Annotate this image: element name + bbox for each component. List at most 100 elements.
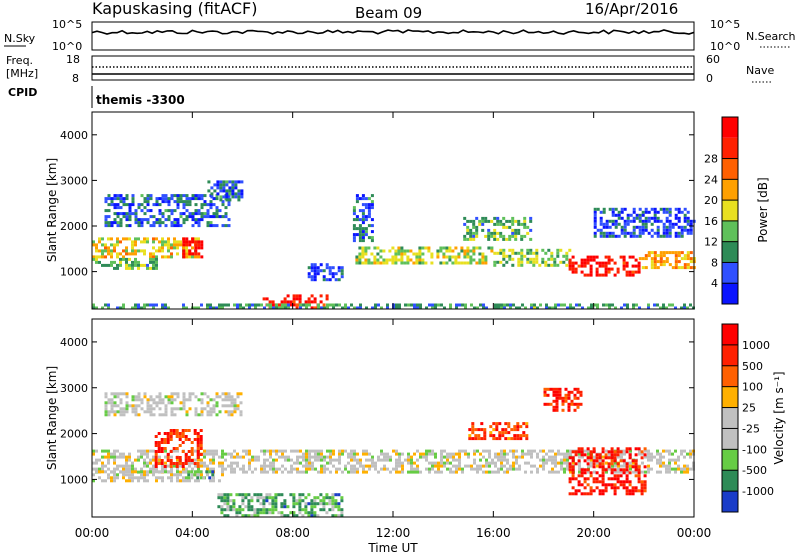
velocity-cell-3 <box>200 473 203 477</box>
power-cell-14 <box>569 306 572 310</box>
velocity-cell-0 <box>686 464 689 468</box>
power-cell-14 <box>326 303 329 307</box>
velocity-cell-5 <box>301 514 305 518</box>
velocity-cell-0 <box>287 455 290 459</box>
velocity-cell-1 <box>215 392 219 396</box>
power-cell-9 <box>631 264 635 268</box>
velocity-cell-6 <box>571 459 575 463</box>
power-cell-3 <box>146 197 150 201</box>
power-cell-0 <box>146 237 149 241</box>
power-cell-0 <box>92 255 95 259</box>
velocity-cell-6 <box>589 474 593 478</box>
velocity-cell-0 <box>422 452 425 456</box>
velocity-cell-0 <box>473 449 476 453</box>
velocity-cell-5 <box>277 511 281 515</box>
power-cell-3 <box>215 209 219 213</box>
power-cell-0 <box>170 246 173 250</box>
velocity-cell-0 <box>662 464 665 468</box>
power-cell-8 <box>517 257 521 261</box>
power-cell-9 <box>616 267 620 271</box>
velocity-cell-0 <box>416 470 419 474</box>
velocity-cell-0 <box>236 452 239 456</box>
power-cell-6 <box>319 269 323 273</box>
velocity-cell-0 <box>503 470 506 474</box>
power-cell-14 <box>545 306 548 310</box>
power-cell-3 <box>167 200 171 204</box>
power-cell-14 <box>605 303 608 307</box>
velocity-cell-1 <box>119 407 123 411</box>
velocity-cell-2 <box>163 438 167 441</box>
velocity-cell-6 <box>580 492 584 496</box>
velocity-cell-0 <box>641 470 644 474</box>
velocity-cell-0 <box>659 470 662 474</box>
velocity-cell-6 <box>595 453 599 457</box>
power-cell-0 <box>101 243 104 247</box>
power-cell-12 <box>505 237 509 241</box>
velocity-cell-6 <box>592 489 596 493</box>
power-cell-5 <box>289 303 293 307</box>
power-cell-10 <box>671 266 675 270</box>
velocity-cell-0 <box>344 449 347 453</box>
power-cell-8 <box>520 248 524 252</box>
velocity-cell-8 <box>567 390 571 394</box>
velocity-cell-0 <box>359 464 362 468</box>
power-cell-10 <box>665 260 669 264</box>
power-cell-0 <box>152 246 155 250</box>
velocity-cell-0 <box>410 455 413 459</box>
power-cell-13 <box>608 231 612 235</box>
power-cell-14 <box>668 303 671 307</box>
velocity-cell-0 <box>587 452 590 456</box>
power-cell-7 <box>481 252 485 256</box>
power-cell-3 <box>119 197 123 201</box>
power-cell-13 <box>662 207 666 211</box>
power-cell-3 <box>209 203 213 207</box>
power-cell-3 <box>110 224 114 228</box>
power-cell-3 <box>140 203 144 207</box>
power-cell-0 <box>116 237 119 241</box>
power-cell-4 <box>240 192 244 196</box>
power-cell-0 <box>119 240 122 244</box>
velocity-cell-5 <box>229 493 233 497</box>
velocity-cell-0 <box>608 452 611 456</box>
power-cell-12 <box>523 219 527 223</box>
power-cell-11 <box>370 239 374 243</box>
velocity-cell-6 <box>643 465 647 469</box>
velocity-cell-5 <box>265 511 269 515</box>
power-cell-3 <box>146 209 150 213</box>
velocity-cell-0 <box>143 449 146 453</box>
power-cell-13 <box>629 231 633 235</box>
power-cell-13 <box>674 231 678 235</box>
power-cell-7 <box>391 246 395 250</box>
power-cell-3 <box>125 194 129 198</box>
velocity-cell-0 <box>158 458 161 462</box>
power-cell-2 <box>131 263 134 267</box>
velocity-cell-0 <box>626 470 629 474</box>
velocity-cell-2 <box>160 459 164 462</box>
power-cell-7 <box>478 261 482 265</box>
power-cell-12 <box>484 219 488 223</box>
velocity-cell-0 <box>617 455 620 459</box>
velocity-cell-5 <box>229 505 233 509</box>
velocity-cell-2 <box>175 465 179 468</box>
power-cell-13 <box>626 231 630 235</box>
velocity-cell-0 <box>92 449 95 453</box>
velocity-cell-5 <box>271 508 275 512</box>
velocity-cell-5 <box>241 508 245 512</box>
power-cell-13 <box>617 234 621 238</box>
power-cell-7 <box>457 252 461 256</box>
velocity-cell-1 <box>164 407 168 411</box>
power-cell-13 <box>665 207 669 211</box>
velocity-cell-8 <box>576 396 580 400</box>
velocity-cell-0 <box>140 449 143 453</box>
power-cell-7 <box>427 249 431 253</box>
power-cell-11 <box>358 230 362 234</box>
power-cell-3 <box>191 215 195 219</box>
power-cell-3 <box>137 224 141 228</box>
power-cell-0 <box>95 249 98 253</box>
power-cell-11 <box>361 215 365 219</box>
velocity-cell-1 <box>161 398 165 402</box>
power-cell-2 <box>110 260 113 264</box>
power-cell-12 <box>499 234 503 238</box>
power-cell-3 <box>113 206 117 210</box>
velocity-cell-0 <box>551 449 554 453</box>
